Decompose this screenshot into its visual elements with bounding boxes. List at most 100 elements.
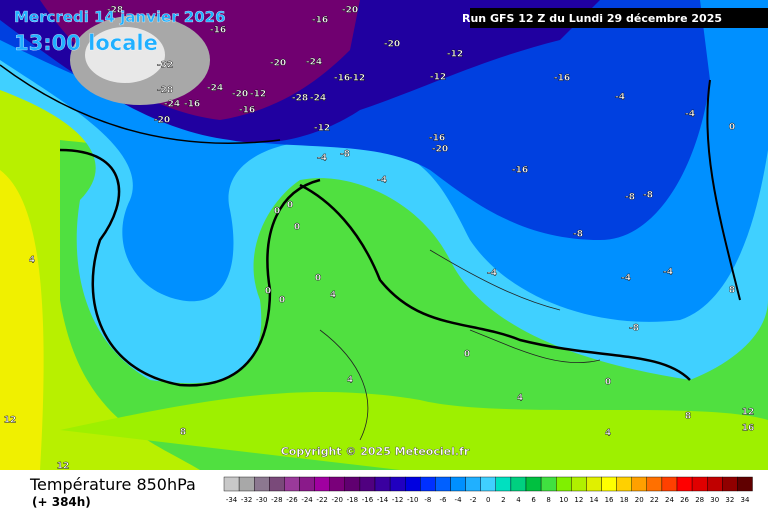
legend-label: 20 [635, 496, 644, 504]
legend-swatch [707, 476, 723, 492]
contour-label: -16 [239, 106, 255, 116]
legend-label: 4 [516, 496, 521, 504]
legend-label: -10 [407, 496, 418, 504]
contour-label: -20 [384, 40, 400, 50]
legend-label: -14 [377, 496, 389, 504]
legend-label: -12 [392, 496, 403, 504]
legend-label: 16 [605, 496, 614, 504]
contour-label: 0 [729, 123, 735, 133]
legend-swatch [616, 476, 632, 492]
contour-label: -20 [154, 116, 170, 126]
legend-swatch [374, 476, 391, 492]
legend-swatch [646, 476, 663, 492]
legend-label: -34 [226, 496, 238, 504]
contour-label: -20 [342, 6, 358, 16]
contour-label: -16 [554, 74, 570, 84]
legend-label: 0 [486, 496, 490, 504]
contour-label: -20 [232, 90, 248, 100]
contour-label: 0 [464, 350, 470, 360]
legend-swatch [284, 476, 300, 492]
contour-label: -8 [340, 150, 350, 160]
contour-label: -4 [377, 176, 387, 186]
contour-label: -28 [292, 94, 308, 104]
color-legend: -34 -32 -30 -28 -26 -24 -22 -20 -18 -16 -14 -12 -10-… [223, 476, 753, 504]
contour-label: -4 [685, 110, 695, 120]
legend-label: 18 [620, 496, 629, 504]
contour-label: -24 [306, 58, 322, 68]
map-background [0, 0, 768, 470]
contour-label: 4 [330, 291, 336, 301]
time-label: 13:00 locale [14, 31, 158, 55]
legend-swatch [269, 476, 285, 492]
legend-label: -18 [347, 496, 358, 504]
contour-label: -12 [430, 73, 446, 83]
contour-label: 12 [4, 416, 17, 426]
contour-label: -20 [270, 59, 286, 69]
copyright: Copyright © 2025 Meteociel.fr [281, 445, 470, 458]
contour-label: 0 [274, 207, 280, 217]
legend-swatch [676, 476, 693, 492]
contour-label: -12 [314, 124, 330, 134]
legend-swatch [631, 476, 648, 492]
contour-label: -4 [663, 268, 673, 278]
contour-label: -16 [184, 100, 200, 110]
date-label: Mercredi 14 janvier 2026 [14, 8, 226, 26]
contour-label: 8 [729, 286, 735, 296]
legend-label: 24 [665, 496, 674, 504]
legend-label: -24 [301, 496, 313, 504]
contour-label: -4 [615, 93, 625, 103]
legend-swatch [737, 476, 753, 492]
legend-swatch [238, 476, 255, 492]
contour-label: 4 [517, 394, 523, 404]
legend-swatch [495, 476, 512, 492]
footer-lead: (+ 384h) [32, 495, 91, 509]
run-label: Run GFS 12 Z du Lundi 29 décembre 2025 [462, 12, 722, 25]
legend-label: -30 [256, 496, 267, 504]
contour-label: 0 [315, 274, 321, 284]
run-box [470, 8, 768, 28]
contour-label: 12 [742, 408, 755, 418]
legend-label: -2 [470, 496, 477, 504]
legend-label: -22 [316, 496, 327, 504]
legend-label: 2 [501, 496, 505, 504]
contour-label: 4 [29, 256, 35, 266]
legend-swatch [314, 476, 330, 492]
legend-swatch [586, 476, 602, 492]
legend-swatch [722, 476, 738, 492]
legend-label: -32 [241, 496, 252, 504]
legend-swatch [510, 476, 527, 492]
contour-label: -12 [447, 50, 463, 60]
legend-swatch [223, 476, 240, 492]
legend-label: -16 [362, 496, 374, 504]
contour-labels: -28-16-32-28-24 -16-24-20 -12-20-16-20 -24-… [4, 5, 755, 472]
legend-swatch [299, 476, 315, 492]
contour-label: -4 [487, 269, 497, 279]
legend-label: 34 [740, 496, 749, 504]
contour-label: 4 [605, 429, 611, 439]
contour-label: 0 [287, 201, 293, 211]
legend-swatch [329, 476, 346, 492]
contour-label: 4 [347, 376, 353, 386]
contour-label: -12 [250, 90, 266, 100]
legend-label: 6 [531, 496, 536, 504]
legend-label: 28 [695, 496, 704, 504]
contour-label: -8 [625, 193, 635, 203]
contour-label: -24 [310, 94, 326, 104]
legend-swatch [601, 476, 617, 492]
contour-label: 0 [294, 223, 300, 233]
contour-label: -8 [643, 191, 653, 201]
contour-label: -8 [629, 324, 639, 334]
legend-swatch [465, 476, 481, 492]
contour-label: -24 [164, 100, 180, 110]
legend-swatch [435, 476, 451, 492]
contour-label: -16 [512, 166, 528, 176]
contour-label: -8 [573, 230, 583, 240]
contour-label: -28 [107, 6, 123, 16]
contour-label: 12 [57, 462, 70, 472]
legend-swatch [253, 476, 270, 492]
legend-label: -28 [271, 496, 282, 504]
legend-label: 8 [546, 496, 550, 504]
legend-swatch [420, 476, 436, 492]
contour-label: -28 [157, 86, 173, 96]
contour-label: -16 [210, 26, 226, 36]
